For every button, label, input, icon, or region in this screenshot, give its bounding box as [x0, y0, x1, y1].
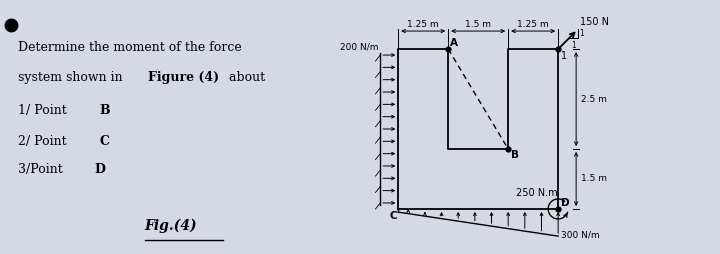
Text: 2.5 m: 2.5 m [581, 94, 607, 104]
Text: 1.25 m: 1.25 m [518, 20, 549, 29]
Text: 1: 1 [580, 29, 584, 38]
Text: D: D [94, 163, 106, 176]
Text: 150 N: 150 N [580, 17, 609, 27]
Text: 1.25 m: 1.25 m [408, 20, 439, 29]
Text: 200 N/m: 200 N/m [340, 42, 378, 51]
Text: D: D [561, 198, 570, 208]
Text: 1: 1 [561, 51, 567, 61]
Text: A: A [450, 38, 458, 48]
Text: 3/Point: 3/Point [19, 163, 67, 176]
Text: system shown in: system shown in [19, 71, 127, 84]
Text: B: B [510, 150, 518, 160]
Text: C: C [389, 211, 397, 220]
Text: 250 N.m: 250 N.m [516, 188, 558, 198]
Text: 1/ Point: 1/ Point [19, 104, 71, 117]
Text: Fig.(4): Fig.(4) [145, 218, 197, 233]
Text: about: about [225, 71, 265, 84]
Text: 300 N/m: 300 N/m [562, 230, 600, 240]
Text: Figure (4): Figure (4) [148, 71, 220, 84]
Text: Determine the moment of the force: Determine the moment of the force [19, 41, 242, 54]
Text: 2/ Point: 2/ Point [19, 135, 71, 148]
Text: 1.5 m: 1.5 m [581, 174, 607, 183]
Text: B: B [100, 104, 110, 117]
Text: 1: 1 [571, 41, 576, 50]
Text: C: C [100, 135, 110, 148]
Text: 1.5 m: 1.5 m [465, 20, 491, 29]
